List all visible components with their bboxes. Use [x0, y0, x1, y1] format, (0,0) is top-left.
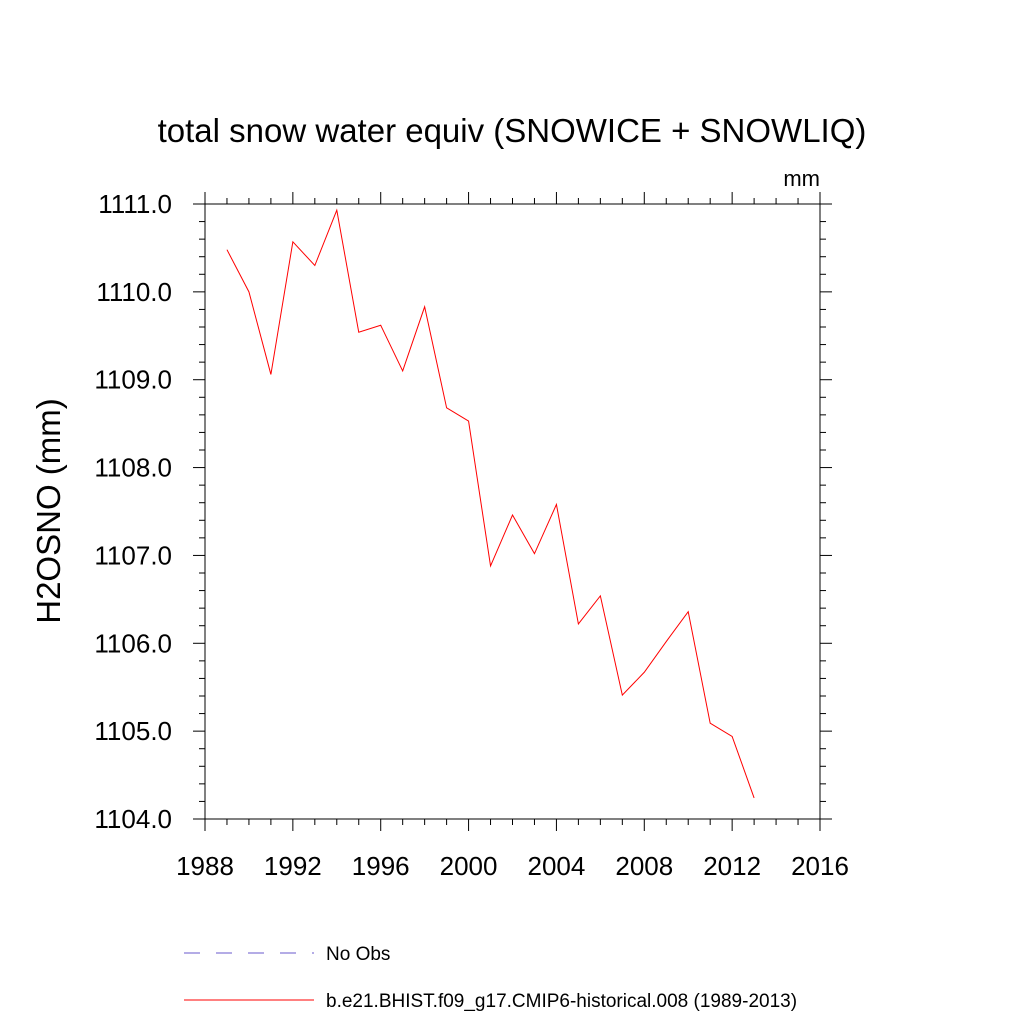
x-tick-label: 2004 — [528, 851, 586, 881]
legend-label: b.e21.BHIST.f09_g17.CMIP6-historical.008… — [326, 991, 797, 1012]
x-tick-label: 1996 — [352, 851, 410, 881]
series-group — [226, 208, 755, 799]
axis-ticks: 1988 1992 1996 2000 2004 2008 2012 2016 1104.0 11… — [94, 189, 849, 881]
y-tick-label: 1106.0 — [94, 628, 172, 658]
y-tick-label: 1108.0 — [94, 453, 172, 483]
y-tick-label: 1107.0 — [94, 540, 172, 570]
x-tick-label: 2000 — [440, 851, 498, 881]
chart-title: total snow water equiv (SNOWICE + SNOWLI… — [158, 112, 867, 149]
x-tick-label: 1988 — [176, 851, 234, 881]
y-tick-label: 1104.0 — [94, 804, 172, 834]
x-tick-label: 1992 — [264, 851, 322, 881]
legend: No Obs b.e21.BHIST.f09_g17.CMIP6-historic… — [184, 944, 797, 1012]
plot-frame — [204, 203, 821, 820]
y-tick-label: 1109.0 — [94, 365, 172, 395]
y-tick-label: 1105.0 — [94, 716, 172, 746]
x-tick-label: 2012 — [703, 851, 761, 881]
series-line — [226, 208, 755, 799]
legend-label: No Obs — [326, 944, 390, 965]
x-tick-label: 2016 — [791, 851, 849, 881]
y-tick-label: 1111.0 — [98, 189, 172, 219]
y-tick-label: 1110.0 — [96, 277, 172, 307]
x-tick-label: 2008 — [615, 851, 673, 881]
y-axis-label: H2OSNO (mm) — [30, 398, 67, 624]
units-label: mm — [783, 166, 820, 191]
